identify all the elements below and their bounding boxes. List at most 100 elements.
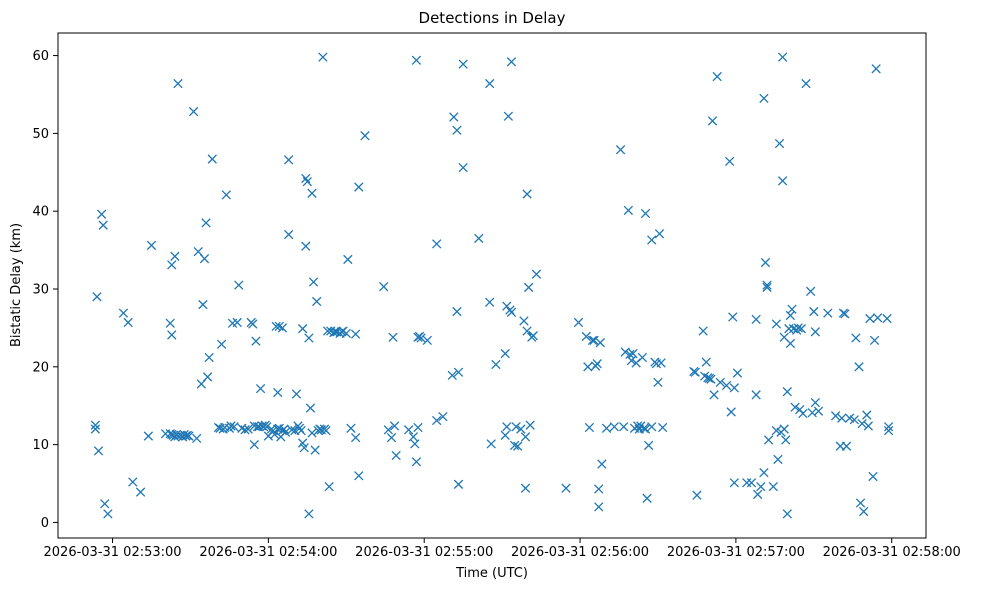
data-point <box>118 308 129 318</box>
data-point <box>301 241 311 251</box>
data-point <box>249 439 260 450</box>
data-point <box>273 387 283 398</box>
data-point <box>837 413 847 423</box>
data-point <box>640 208 651 219</box>
data-point <box>709 390 719 400</box>
data-point <box>201 218 211 228</box>
data-point <box>810 397 821 408</box>
data-point <box>388 332 398 342</box>
data-point <box>806 286 816 296</box>
data-point <box>299 443 309 453</box>
data-point <box>656 358 666 368</box>
data-point <box>232 317 242 328</box>
data-point <box>823 308 833 318</box>
data-point <box>779 424 789 434</box>
data-point <box>785 338 796 349</box>
data-point <box>188 106 199 117</box>
data-point <box>882 313 892 324</box>
x-tick-label: 2026-03-31 02:57:00 <box>667 545 805 560</box>
data-point <box>759 93 769 104</box>
data-point <box>307 428 317 438</box>
data-point <box>657 422 668 433</box>
data-point <box>801 78 811 89</box>
data-point <box>386 432 397 443</box>
data-point <box>519 316 529 326</box>
data-point <box>721 380 732 391</box>
data-point <box>756 481 766 492</box>
data-point <box>449 112 459 122</box>
data-point <box>581 331 591 342</box>
data-point <box>301 173 311 184</box>
data-point <box>520 483 531 493</box>
data-point <box>322 326 333 336</box>
data-point <box>589 335 599 346</box>
data-point <box>453 479 464 489</box>
data-point <box>173 78 183 89</box>
data-point <box>523 282 534 293</box>
data-point <box>447 370 457 381</box>
data-point <box>516 424 526 434</box>
data-point <box>167 330 177 340</box>
data-point <box>229 422 239 432</box>
data-point <box>509 440 520 451</box>
y-tick-label: 40 <box>32 205 49 220</box>
data-point <box>248 319 258 329</box>
data-point <box>207 154 217 164</box>
data-point <box>143 431 154 441</box>
data-point <box>883 425 894 436</box>
data-point <box>93 446 104 456</box>
data-point <box>854 362 864 372</box>
data-point <box>692 490 702 500</box>
data-point <box>350 432 361 443</box>
data-point <box>90 424 101 434</box>
data-point <box>271 321 281 332</box>
data-point <box>615 145 626 155</box>
data-point <box>170 251 180 261</box>
data-point <box>458 162 468 173</box>
x-tick-label: 2026-03-31 02:53:00 <box>44 545 182 560</box>
chart-title: Detections in Delay <box>419 9 566 27</box>
data-point <box>726 407 736 417</box>
x-tick-label: 2026-03-31 02:54:00 <box>199 545 337 560</box>
x-tick-label: 2026-03-31 02:56:00 <box>511 545 649 560</box>
data-point <box>522 189 532 199</box>
data-point <box>506 57 517 67</box>
data-point <box>768 481 778 492</box>
data-point <box>500 430 510 440</box>
data-point <box>883 422 894 432</box>
data-point <box>782 509 792 519</box>
data-point <box>146 240 157 251</box>
data-point <box>609 422 619 432</box>
data-point <box>302 176 312 187</box>
data-point <box>619 422 629 432</box>
data-point <box>690 367 701 377</box>
data-point <box>781 435 791 445</box>
data-point <box>96 209 107 219</box>
data-point <box>379 282 389 292</box>
data-point <box>746 478 757 488</box>
data-point <box>240 425 250 435</box>
data-point <box>452 125 462 135</box>
data-point <box>198 299 208 310</box>
data-point <box>413 422 423 433</box>
plot-area <box>57 32 927 539</box>
data-point <box>216 339 227 349</box>
data-point <box>486 439 496 449</box>
data-point <box>654 229 665 239</box>
data-point <box>500 348 510 359</box>
x-axis: 2026-03-31 02:53:00 2026-03-31 02:54:00 20… <box>44 538 961 560</box>
data-point <box>859 506 869 517</box>
plot-frame <box>57 32 927 539</box>
data-point <box>700 371 710 381</box>
data-point <box>782 387 792 397</box>
data-point <box>307 188 317 198</box>
data-point <box>620 347 630 357</box>
data-point <box>511 422 521 432</box>
data-point <box>308 277 319 287</box>
data-point <box>647 235 657 245</box>
data-point <box>840 309 850 319</box>
data-point <box>763 435 774 445</box>
data-point <box>522 326 532 336</box>
